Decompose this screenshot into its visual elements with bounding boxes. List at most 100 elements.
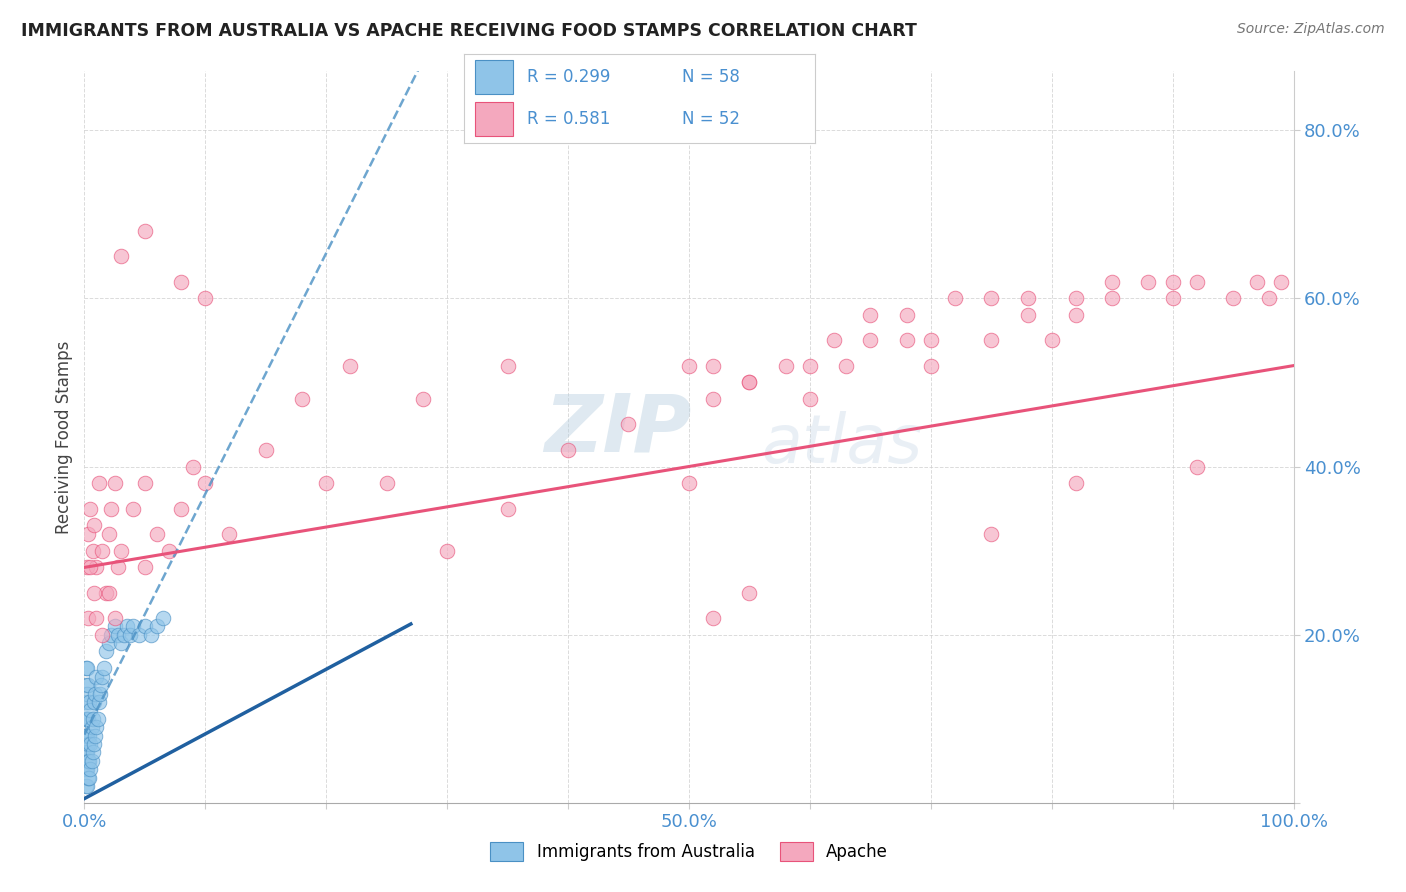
Point [980,334,1002,348]
Point [1137,275,1160,289]
Point [75,712,97,726]
Y-axis label: Receiving Food Stamps: Receiving Food Stamps [55,341,73,533]
Text: Source: ZipAtlas.com: Source: ZipAtlas.com [1237,22,1385,37]
Point [75,745,97,759]
Point [980,291,1002,305]
Point [77,771,100,785]
Point [1222,291,1244,305]
Point [86,712,108,726]
Text: N = 58: N = 58 [682,68,740,86]
Point [146,619,169,633]
Point [104,476,127,491]
Point [121,501,143,516]
Point [1258,291,1281,305]
Point [134,619,156,633]
Point [1101,275,1123,289]
Point [77,526,100,541]
Text: IMMIGRANTS FROM AUSTRALIA VS APACHE RECEIVING FOOD STAMPS CORRELATION CHART: IMMIGRANTS FROM AUSTRALIA VS APACHE RECE… [21,22,917,40]
Point [77,729,100,743]
Text: atlas: atlas [762,411,922,477]
Point [76,686,98,700]
Point [79,703,101,717]
Point [86,670,108,684]
Point [702,359,724,373]
Point [77,737,100,751]
Point [896,308,918,322]
Point [94,644,117,658]
Point [859,308,882,322]
Point [557,442,579,457]
Point [110,543,132,558]
Point [1040,334,1063,348]
Point [896,334,918,348]
FancyBboxPatch shape [475,102,513,136]
Point [76,762,98,776]
Point [79,560,101,574]
Point [75,762,97,776]
Point [738,376,761,390]
Point [91,627,114,641]
Point [79,501,101,516]
Point [1017,308,1039,322]
Point [339,359,361,373]
Point [110,636,132,650]
Point [943,291,966,305]
Point [1185,459,1208,474]
Point [152,611,174,625]
Point [77,678,100,692]
Point [1064,476,1087,491]
Point [678,359,700,373]
Point [218,526,240,541]
Point [702,611,724,625]
Point [436,543,458,558]
FancyBboxPatch shape [475,60,513,94]
Point [91,543,114,558]
Point [170,501,193,516]
Point [120,627,142,641]
Point [86,611,108,625]
Point [134,224,156,238]
Point [80,754,103,768]
Point [90,678,112,692]
Point [115,619,138,633]
Point [799,392,821,407]
Legend: Immigrants from Australia, Apache: Immigrants from Australia, Apache [484,835,894,868]
Point [79,762,101,776]
Point [76,729,98,743]
Point [75,779,97,793]
Point [134,560,156,574]
Point [194,291,217,305]
Point [121,619,143,633]
Point [77,771,100,785]
Point [1064,308,1087,322]
Point [82,745,104,759]
Point [1064,291,1087,305]
Point [1017,291,1039,305]
Point [77,712,100,726]
Point [84,729,107,743]
Point [412,392,434,407]
Point [76,745,98,759]
Point [775,359,797,373]
Point [75,729,97,743]
Point [291,392,314,407]
Point [97,636,120,650]
Point [315,476,337,491]
Point [1246,275,1268,289]
Point [1161,291,1184,305]
Point [617,417,640,432]
Point [157,543,180,558]
Point [84,686,107,700]
Point [100,501,122,516]
Point [823,334,845,348]
Point [77,695,100,709]
Point [194,476,217,491]
Point [97,585,120,599]
Text: R = 0.299: R = 0.299 [527,68,610,86]
Point [107,627,129,641]
Point [76,712,98,726]
Point [254,442,277,457]
Point [80,720,103,734]
Point [75,678,97,692]
Point [678,476,700,491]
